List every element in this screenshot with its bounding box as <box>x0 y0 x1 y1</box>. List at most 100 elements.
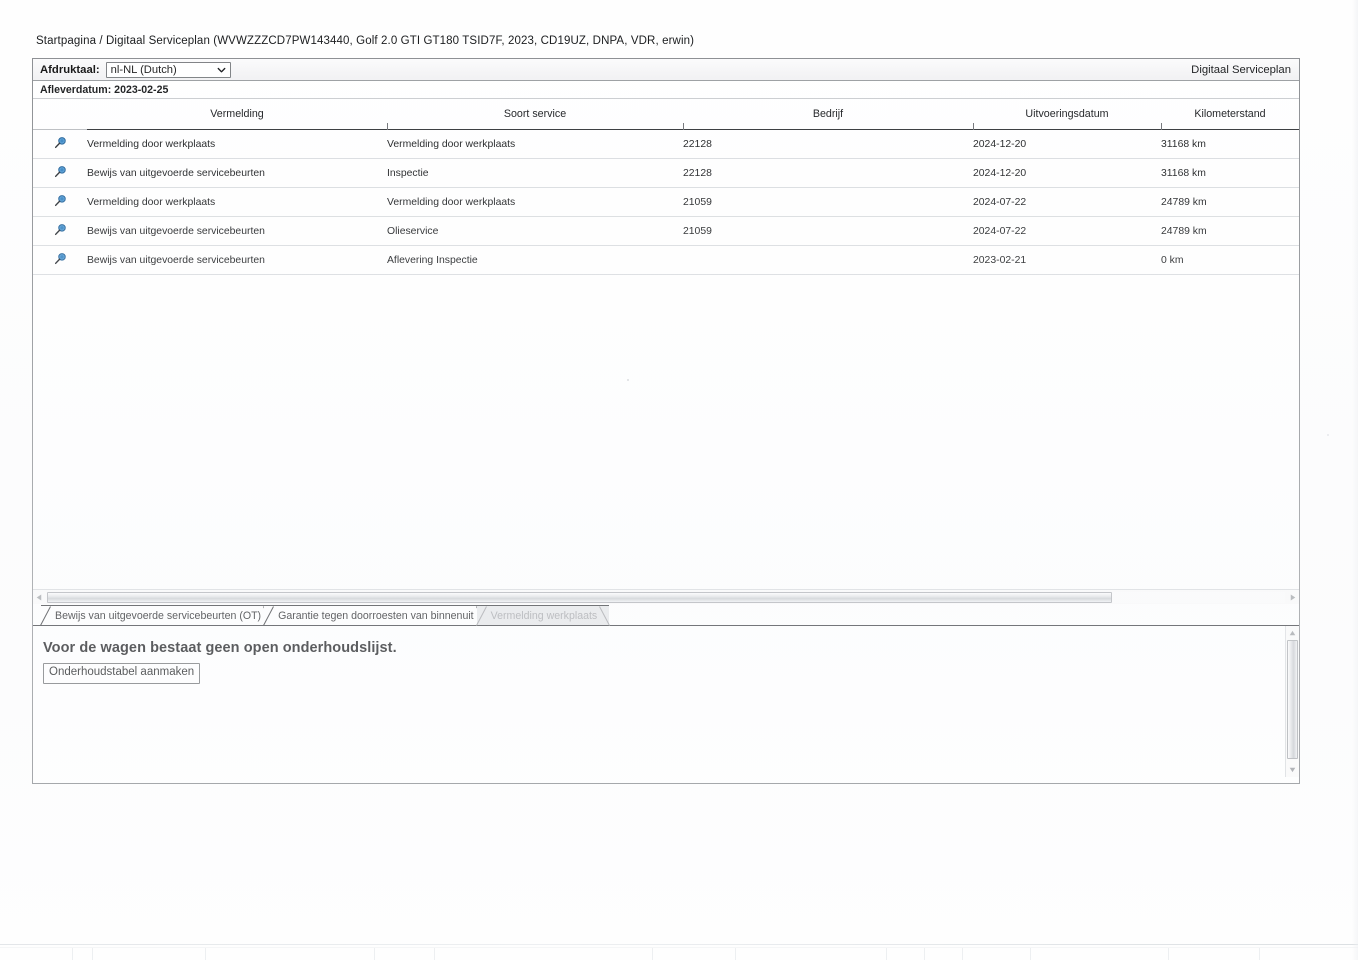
scan-artifact-tick <box>652 948 653 960</box>
table-body: Vermelding door werkplaats Vermelding do… <box>33 129 1299 275</box>
cell-soort-service: Aflevering Inspectie <box>387 245 683 275</box>
table-header: Vermelding Soort service Bedrijf Uitvoer… <box>33 99 1299 130</box>
cell-vermelding: Vermelding door werkplaats <box>87 187 387 217</box>
triangle-down-icon[interactable] <box>1287 764 1298 775</box>
application-frame: Afdruktaal: nl-NL (Dutch) Digitaal Servi… <box>32 58 1300 784</box>
tab-strip: Bewijs van uitgevoerde servicebeurten (O… <box>33 604 1299 626</box>
tab-bewijs-van-uitgevoerde-servicebeurten-ot[interactable]: Bewijs van uitgevoerde servicebeurten (O… <box>40 605 275 626</box>
toolbar: Afdruktaal: nl-NL (Dutch) Digitaal Servi… <box>33 59 1299 81</box>
triangle-right-icon[interactable] <box>1286 591 1299 604</box>
magnifier-icon <box>54 223 67 236</box>
tab-label: Vermelding werkplaats <box>490 609 598 622</box>
triangle-left-icon[interactable] <box>33 591 46 604</box>
column-header-bedrijf[interactable]: Bedrijf <box>683 99 973 130</box>
row-detail-button[interactable] <box>33 216 87 246</box>
breadcrumb[interactable]: Startpagina / Digitaal Serviceplan (WVWZ… <box>36 35 695 47</box>
print-language-value: nl-NL (Dutch) <box>110 63 177 76</box>
cell-kilometerstand: 0 km <box>1161 245 1299 275</box>
scan-artifact-tick <box>886 948 887 960</box>
scan-artifact-tick <box>962 948 963 960</box>
cell-bedrijf <box>683 245 973 275</box>
cell-bedrijf: 22128 <box>683 129 973 159</box>
scan-artifact-line <box>0 947 1358 948</box>
magnifier-icon <box>54 194 67 207</box>
cell-kilometerstand: 31168 km <box>1161 158 1299 188</box>
cell-soort-service: Vermelding door werkplaats <box>387 129 683 159</box>
row-detail-button[interactable] <box>33 187 87 217</box>
tab-vermelding-werkplaats[interactable]: Vermelding werkplaats <box>475 605 611 626</box>
tab-label: Garantie tegen doorroesten van binnenuit <box>278 609 474 622</box>
tab-left-edge <box>475 606 487 626</box>
delivery-date-bar: Afleverdatum: 2023-02-25 <box>33 81 1299 99</box>
cell-vermelding: Bewijs van uitgevoerde servicebeurten <box>87 245 387 275</box>
table-header-row: Vermelding Soort service Bedrijf Uitvoer… <box>33 99 1299 130</box>
column-header-soort-service[interactable]: Soort service <box>387 99 683 130</box>
horizontal-scrollbar[interactable] <box>33 589 1299 604</box>
scan-artifact-tick <box>205 948 206 960</box>
row-detail-button[interactable] <box>33 158 87 188</box>
triangle-up-icon[interactable] <box>1287 628 1298 639</box>
maintenance-panel-content: Voor de wagen bestaat geen open onderhou… <box>33 626 1285 777</box>
scan-artifact-edge <box>1352 0 1358 960</box>
scan-artifact-tick <box>735 948 736 960</box>
no-open-maintenance-message: Voor de wagen bestaat geen open onderhou… <box>43 640 397 656</box>
tab-label: Bewijs van uitgevoerde servicebeurten (O… <box>55 609 262 622</box>
cell-uitvoeringsdatum: 2024-07-22 <box>973 187 1161 217</box>
service-history-table: Vermelding Soort service Bedrijf Uitvoer… <box>33 99 1299 275</box>
print-language-select[interactable]: nl-NL (Dutch) <box>105 61 231 78</box>
vertical-scrollbar-track[interactable] <box>1287 640 1298 763</box>
create-maintenance-table-button[interactable]: Onderhoudstabel aanmaken <box>43 663 201 684</box>
cell-bedrijf: 22128 <box>683 158 973 188</box>
cell-kilometerstand: 24789 km <box>1161 187 1299 217</box>
scan-artifact-tick <box>1030 948 1031 960</box>
cell-vermelding: Bewijs van uitgevoerde servicebeurten <box>87 216 387 246</box>
cell-soort-service: Vermelding door werkplaats <box>387 187 683 217</box>
scan-artifact-tick <box>374 948 375 960</box>
app-title: Digitaal Serviceplan <box>1191 63 1291 76</box>
scan-artifact-tick <box>72 948 73 960</box>
table-row[interactable]: Bewijs van uitgevoerde servicebeurten Ol… <box>33 216 1299 246</box>
table-row[interactable]: Vermelding door werkplaats Vermelding do… <box>33 129 1299 159</box>
scan-artifact-speck <box>1327 434 1329 436</box>
cell-soort-service: Inspectie <box>387 158 683 188</box>
row-detail-button[interactable] <box>33 129 87 159</box>
column-header-vermelding[interactable]: Vermelding <box>87 99 387 130</box>
table-row[interactable]: Bewijs van uitgevoerde servicebeurten Af… <box>33 245 1299 275</box>
delivery-date-text: Afleverdatum: 2023-02-25 <box>40 83 169 96</box>
table-row[interactable]: Bewijs van uitgevoerde servicebeurten In… <box>33 158 1299 188</box>
vertical-scrollbar-thumb[interactable] <box>1287 640 1298 760</box>
tab-left-edge <box>263 606 275 626</box>
tab-left-edge <box>40 606 51 626</box>
column-header-uitvoeringsdatum[interactable]: Uitvoeringsdatum <box>973 99 1161 130</box>
magnifier-icon <box>54 136 67 149</box>
magnifier-icon <box>54 165 67 178</box>
service-history-table-area: Vermelding Soort service Bedrijf Uitvoer… <box>33 99 1299 589</box>
row-detail-button[interactable] <box>33 245 87 275</box>
vertical-scrollbar[interactable] <box>1285 626 1299 777</box>
cell-bedrijf: 21059 <box>683 187 973 217</box>
cell-uitvoeringsdatum: 2024-07-22 <box>973 216 1161 246</box>
scan-artifact-tick <box>924 948 925 960</box>
print-language-label: Afdruktaal: <box>40 63 100 76</box>
chevron-down-icon <box>217 65 226 74</box>
cell-uitvoeringsdatum: 2024-12-20 <box>973 129 1161 159</box>
horizontal-scrollbar-thumb[interactable] <box>47 591 1112 603</box>
tab-garantie-tegen-doorroesten-van-binnenuit[interactable]: Garantie tegen doorroesten van binnenuit <box>263 605 487 626</box>
scan-artifact-tick <box>1168 948 1169 960</box>
cell-vermelding: Bewijs van uitgevoerde servicebeurten <box>87 158 387 188</box>
scan-artifact-speck <box>627 379 629 381</box>
cell-vermelding: Vermelding door werkplaats <box>87 129 387 159</box>
magnifier-icon <box>54 252 67 265</box>
scan-artifact-tick <box>1259 948 1260 960</box>
cell-kilometerstand: 31168 km <box>1161 129 1299 159</box>
horizontal-scrollbar-track[interactable] <box>47 591 1285 603</box>
cell-bedrijf: 21059 <box>683 216 973 246</box>
column-header-kilometerstand[interactable]: Kilometerstand <box>1161 99 1299 130</box>
cell-uitvoeringsdatum: 2023-02-21 <box>973 245 1161 275</box>
tab-right-edge <box>599 606 611 626</box>
maintenance-panel: Voor de wagen bestaat geen open onderhou… <box>33 626 1299 777</box>
table-row[interactable]: Vermelding door werkplaats Vermelding do… <box>33 187 1299 217</box>
scan-artifact-tick <box>434 948 435 960</box>
column-header-icon[interactable] <box>33 99 87 130</box>
